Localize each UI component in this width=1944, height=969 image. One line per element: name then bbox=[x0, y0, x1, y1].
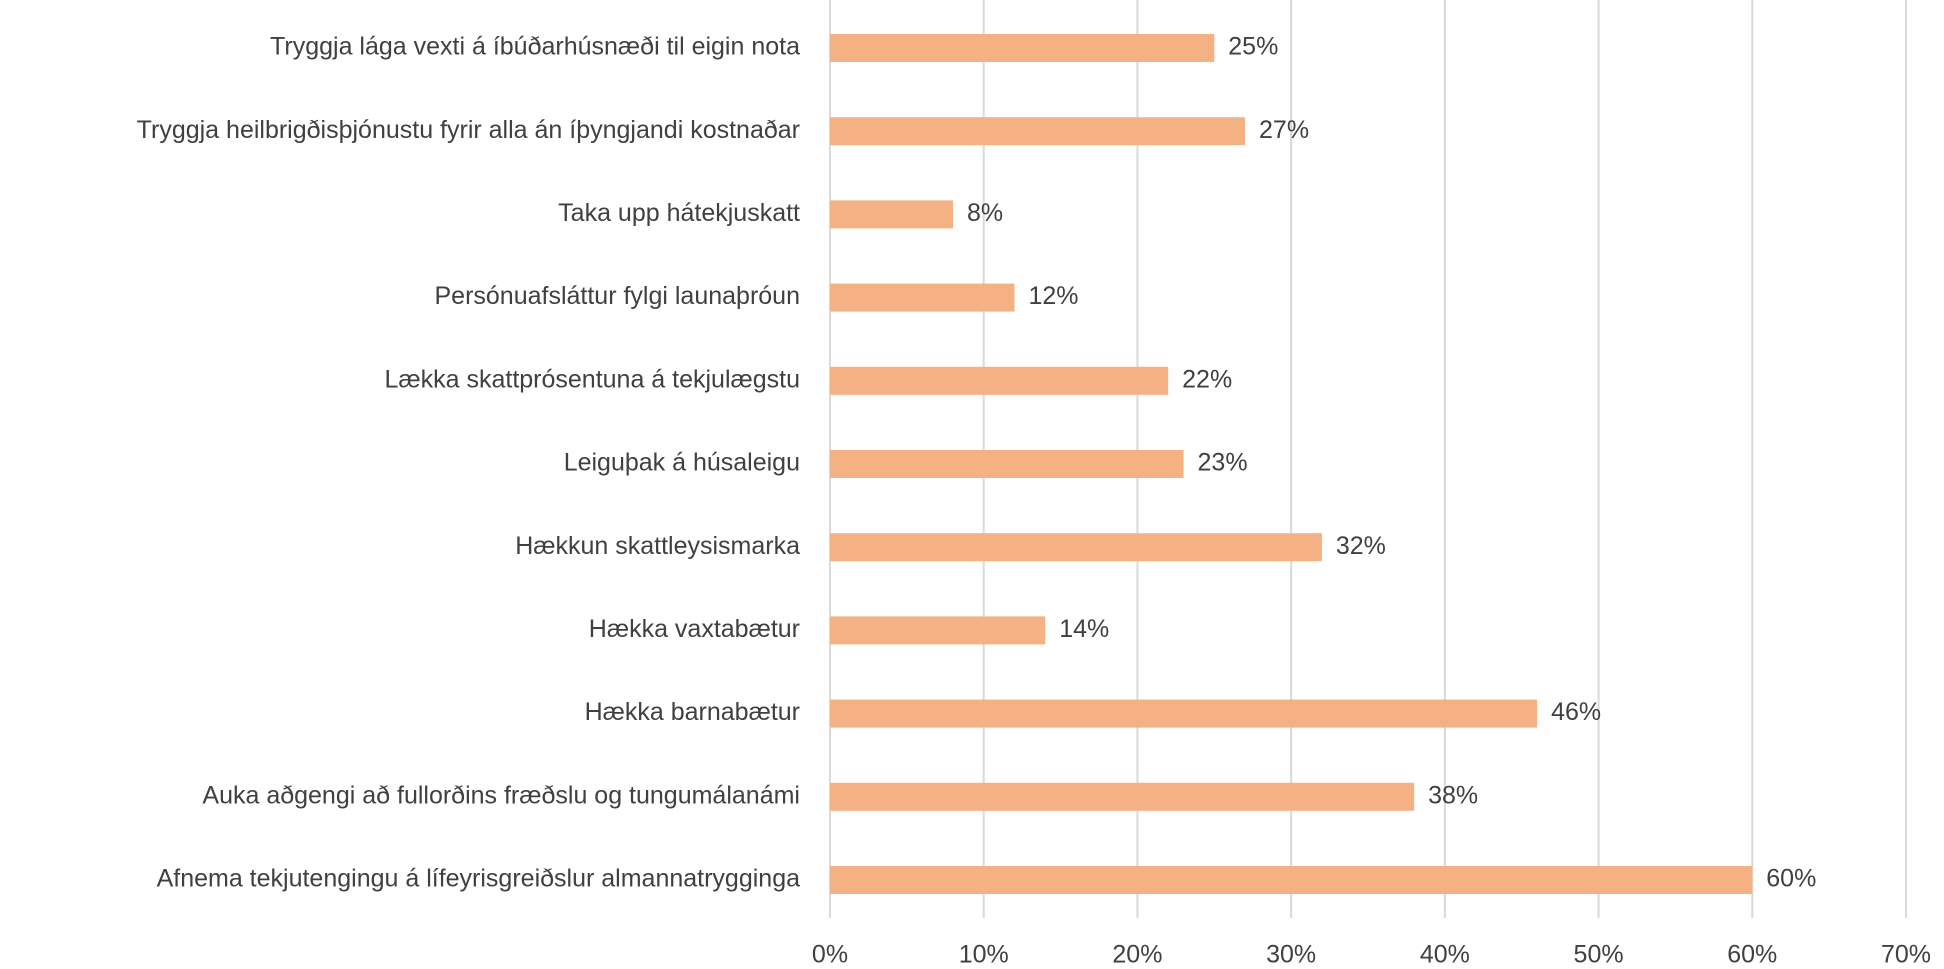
x-tick-label: 20% bbox=[1112, 941, 1162, 969]
data-label: 38% bbox=[1428, 781, 1478, 809]
bar bbox=[830, 366, 1169, 395]
bar bbox=[830, 283, 1015, 312]
bar bbox=[830, 200, 953, 229]
bar bbox=[830, 450, 1184, 478]
y-tick-label: Leiguþak á húsaleigu bbox=[564, 449, 800, 477]
y-tick-label: Hækka barnabætur bbox=[585, 698, 800, 726]
data-label: 46% bbox=[1551, 698, 1601, 726]
y-tick-label: Persónuafsláttur fylgi launaþróun bbox=[434, 282, 800, 310]
x-tick-label: 30% bbox=[1266, 941, 1316, 969]
data-label: 8% bbox=[967, 199, 1003, 227]
x-tick-label: 40% bbox=[1420, 941, 1470, 969]
data-label: 32% bbox=[1336, 532, 1386, 560]
x-tick-label: 0% bbox=[812, 941, 848, 969]
data-label: 60% bbox=[1766, 865, 1816, 893]
bar bbox=[830, 34, 1215, 62]
bar bbox=[830, 533, 1322, 562]
y-tick-label: Hækka vaxtabætur bbox=[589, 615, 800, 643]
y-tick-label: Taka upp hátekjuskatt bbox=[558, 199, 800, 227]
x-tick-label: 10% bbox=[959, 941, 1009, 969]
data-label: 12% bbox=[1028, 282, 1078, 310]
bar bbox=[830, 866, 1753, 894]
data-label: 14% bbox=[1059, 615, 1109, 643]
bar bbox=[830, 117, 1246, 146]
data-label: 23% bbox=[1198, 449, 1248, 477]
y-tick-label: Lækka skattprósentuna á tekjulægstu bbox=[384, 365, 800, 393]
y-tick-label: Hækkun skattleysismarka bbox=[515, 532, 800, 560]
x-tick-label: 50% bbox=[1574, 941, 1624, 969]
y-tick-label: Tryggja lága vexti á íbúðarhúsnæði til e… bbox=[270, 33, 800, 61]
y-tick-label: Tryggja heilbrigðisþjónustu fyrir alla á… bbox=[137, 116, 800, 144]
y-tick-label: Auka aðgengi að fullorðins fræðslu og tu… bbox=[202, 781, 800, 809]
y-tick-label: Afnema tekjutengingu á lífeyrisgreiðslur… bbox=[157, 865, 801, 893]
data-label: 22% bbox=[1182, 365, 1232, 393]
data-label: 27% bbox=[1259, 116, 1309, 144]
x-tick-label: 70% bbox=[1881, 941, 1931, 969]
bar bbox=[830, 699, 1538, 728]
bar bbox=[830, 782, 1415, 811]
x-tick-label: 60% bbox=[1727, 941, 1777, 969]
bar bbox=[830, 616, 1046, 645]
data-label: 25% bbox=[1228, 33, 1278, 61]
